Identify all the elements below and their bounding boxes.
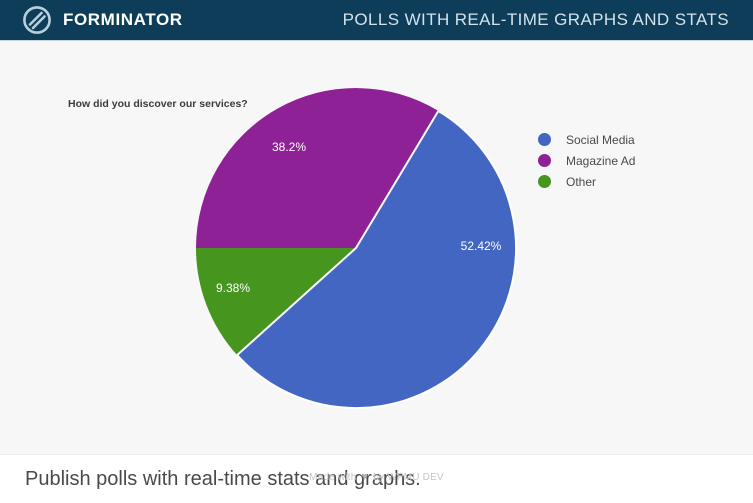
chart-legend: Social Media Magazine Ad Other — [538, 129, 635, 192]
header-title: POLLS WITH REAL-TIME GRAPHS AND STATS — [342, 10, 729, 29]
chart-area: How did you discover our services? 52.42… — [0, 41, 753, 483]
brand-name: FORMINATOR — [63, 10, 183, 29]
pie-slice-percent-label: 38.2% — [272, 140, 306, 154]
pie-slice-magazine-ad[interactable] — [196, 88, 439, 248]
legend-item-magazine-ad[interactable]: Magazine Ad — [538, 150, 635, 171]
legend-item-other[interactable]: Other — [538, 171, 635, 192]
legend-item-social-media[interactable]: Social Media — [538, 129, 635, 150]
caption-bar: Publish polls with real-time stats and g… — [0, 455, 753, 503]
legend-marker-icon — [538, 133, 551, 146]
pie-slice-other[interactable] — [196, 248, 356, 356]
pie-chart[interactable]: 52.42% 38.2% 9.38% — [0, 41, 753, 455]
pie-slice-percent-label: 52.42% — [461, 239, 502, 253]
caption-text: Publish polls with real-time stats and g… — [25, 467, 421, 490]
pie-slice-social-media[interactable] — [236, 109, 518, 410]
poll-question: How did you discover our services? — [68, 98, 248, 110]
legend-marker-icon — [538, 175, 551, 188]
heart-icon: ♥ — [361, 471, 369, 483]
app-header: FORMINATOR POLLS WITH REAL-TIME GRAPHS A… — [0, 0, 753, 41]
legend-label: Other — [566, 174, 597, 189]
watermark-suffix: by WPMU DEV — [373, 472, 444, 483]
watermark-prefix: Made with — [309, 472, 357, 483]
legend-label: Social Media — [566, 132, 635, 147]
brand: FORMINATOR — [22, 5, 183, 35]
pie-slice-percent-label: 9.38% — [216, 281, 250, 295]
wpmudev-logo-icon — [22, 5, 52, 35]
watermark: Made with ♥ by WPMU DEV — [0, 471, 753, 483]
legend-label: Magazine Ad — [566, 153, 636, 168]
legend-marker-icon — [538, 154, 551, 167]
